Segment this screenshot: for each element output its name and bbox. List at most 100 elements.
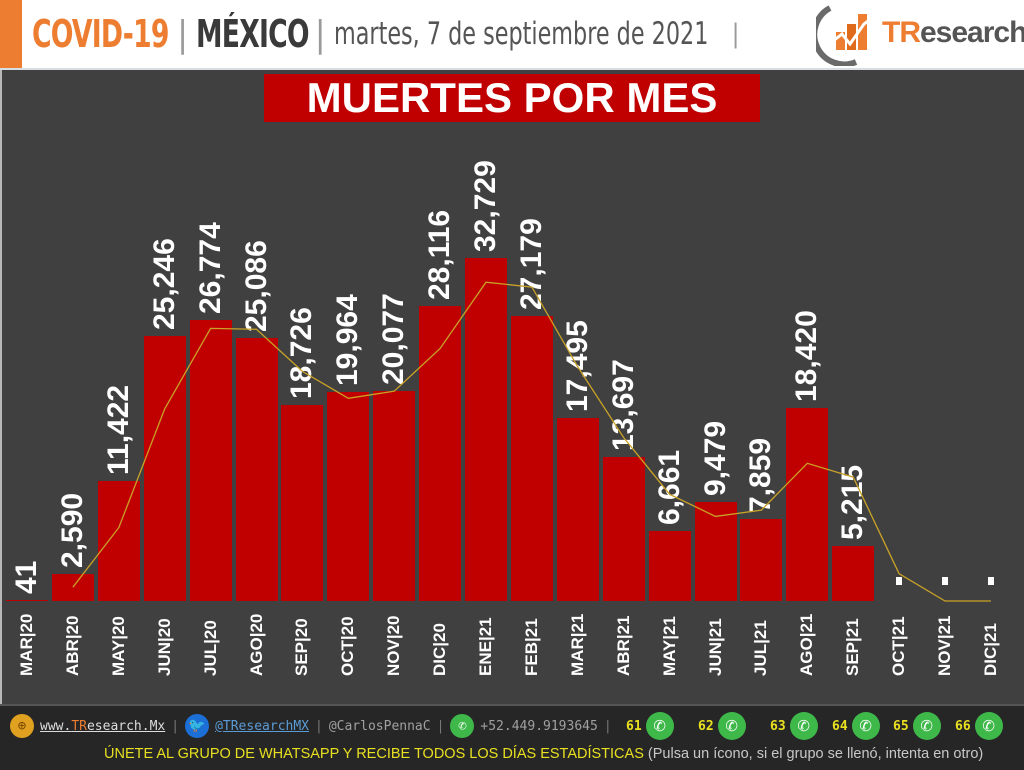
phone-number: +52.449.9193645 (480, 718, 598, 734)
x-axis-label: NOV|21 (935, 615, 954, 676)
value-label: 18,726 (285, 306, 319, 399)
value-label: 20,077 (377, 292, 411, 385)
page-title: COVID-19 | MÉXICO | martes, 7 de septiem… (32, 8, 748, 60)
x-axis-label: FEB|21 (521, 618, 541, 676)
whatsapp-group-63[interactable]: 63 ✆ (770, 712, 818, 740)
whatsapp-cta: ÚNETE AL GRUPO DE WHATSAPP Y RECIBE TODO… (104, 746, 983, 762)
bar-mar-20 (6, 600, 48, 601)
value-label: 7,859 (744, 437, 778, 513)
x-axis-label: JUN|21 (705, 618, 725, 676)
value-label: 32,729 (469, 160, 502, 252)
whatsapp-icon[interactable]: ✆ (851, 712, 880, 740)
value-label: 9,479 (698, 420, 732, 496)
no-data-marker (942, 577, 948, 585)
value-label: 17,495 (560, 319, 594, 412)
header-accent-stripe (0, 0, 22, 68)
cta-hint: (Pulsa un ícono, si el grupo se llenó, i… (647, 746, 984, 762)
x-axis-label: AGO|21 (797, 613, 817, 676)
title-separator: | (314, 13, 326, 55)
footer-separator: | (315, 718, 323, 734)
bar-nov-20 (373, 390, 416, 601)
value-label: 13,697 (606, 359, 640, 452)
x-axis-label: JUL|20 (200, 620, 220, 676)
x-axis-label: SEP|20 (292, 618, 312, 676)
bar-ago-21 (786, 407, 829, 601)
bar-ago-20 (235, 338, 278, 601)
x-axis-label: OCT|20 (338, 616, 358, 676)
twitter-icon: 🐦 (185, 714, 210, 738)
bar-jul-20 (189, 320, 232, 601)
whatsapp-group-61[interactable]: 61 ✆ (626, 712, 674, 740)
title-separator: | (731, 19, 740, 49)
bar-dic-20 (419, 306, 462, 601)
bar-oct-20 (327, 391, 370, 601)
whatsapp-icon[interactable]: ✆ (645, 712, 674, 740)
logo-text: TResearch (882, 16, 1024, 49)
title-country: MÉXICO (196, 12, 310, 56)
x-axis-label: MAR|20 (17, 613, 36, 676)
x-axis-label: SEP|21 (843, 618, 863, 676)
x-axis-label: ENE|21 (476, 617, 495, 676)
value-label: 25,086 (239, 240, 273, 333)
footer-separator: | (171, 718, 180, 734)
bar-abr-20 (51, 573, 94, 601)
whatsapp-icon[interactable]: ✆ (789, 712, 818, 740)
header-bar: COVID-19 | MÉXICO | martes, 7 de septiem… (0, 0, 1024, 70)
bar-feb-21 (510, 316, 553, 601)
no-data-marker (896, 577, 903, 585)
whatsapp-group-64[interactable]: 64 ✆ (832, 712, 880, 740)
value-label: 26,774 (193, 222, 227, 315)
value-label: 25,246 (147, 238, 181, 331)
footer-separator: | (436, 718, 445, 734)
title-covid: COVID-19 (32, 12, 169, 56)
bar-jun-21 (694, 501, 737, 601)
x-axis-label: AGO|20 (246, 613, 266, 676)
website-link[interactable]: www.TResearch.Mx (40, 718, 166, 734)
value-label: 28,116 (423, 210, 457, 301)
x-axis-label: ABR|21 (613, 615, 633, 677)
bar-mar-21 (556, 417, 599, 601)
whatsapp-group-62[interactable]: 62 ✆ (698, 712, 746, 740)
value-label: 11,422 (101, 385, 135, 476)
cta-text: ÚNETE AL GRUPO DE WHATSAPP Y RECIBE TODO… (104, 746, 644, 762)
no-data-marker (987, 577, 994, 585)
footer-bar: ⊕ www.TResearch.Mx | 🐦 @TResearchMX | @C… (0, 704, 1024, 770)
x-axis-label: OCT|21 (889, 616, 909, 676)
personal-handle: @CarlosPennaC (328, 718, 431, 734)
title-separator: | (177, 13, 189, 55)
x-axis-label: JUL|21 (751, 620, 771, 676)
logo-chart-icon (811, 5, 873, 68)
x-axis-label: NOV|20 (384, 615, 404, 676)
value-label: 19,964 (331, 294, 365, 386)
bar-abr-21 (602, 457, 645, 601)
bar-jul-21 (740, 518, 783, 601)
tresearch-logo: TResearch (811, 2, 1024, 68)
bar-sep-20 (281, 404, 324, 601)
value-label: 5,215 (836, 465, 870, 541)
x-axis-label: DIC|20 (430, 623, 450, 676)
bar-sep-21 (832, 546, 875, 601)
value-label: 41 (10, 560, 43, 594)
value-label: 18,420 (790, 310, 824, 402)
x-axis-label: DIC|21 (980, 623, 1000, 676)
value-label: 27,179 (514, 218, 548, 311)
value-label: 2,590 (55, 492, 89, 568)
value-label: 6,661 (652, 450, 686, 526)
footer-contact-row: ⊕ www.TResearch.Mx | 🐦 @TResearchMX | @C… (10, 712, 618, 740)
whatsapp-icon[interactable]: ✆ (717, 712, 746, 740)
x-axis-label: MAR|21 (567, 613, 587, 676)
twitter-link[interactable]: @TResearchMX (215, 718, 309, 734)
bar-may-20 (97, 481, 140, 601)
bar-ene-21 (465, 258, 507, 601)
chart-title: MUERTES POR MES (264, 74, 760, 122)
x-axis-label: JUN|20 (154, 618, 174, 676)
x-axis-label: MAY|20 (108, 616, 128, 676)
whatsapp-icon[interactable]: ✆ (974, 712, 1003, 740)
whatsapp-icon[interactable]: ✆ (912, 712, 941, 740)
bar-may-21 (648, 531, 691, 601)
footer-separator: | (603, 718, 612, 734)
x-axis-label: ABR|20 (62, 615, 82, 677)
whatsapp-group-66[interactable]: 66 ✆ (955, 712, 1003, 740)
whatsapp-group-65[interactable]: 65 ✆ (893, 712, 941, 740)
bar-jun-20 (143, 336, 186, 601)
